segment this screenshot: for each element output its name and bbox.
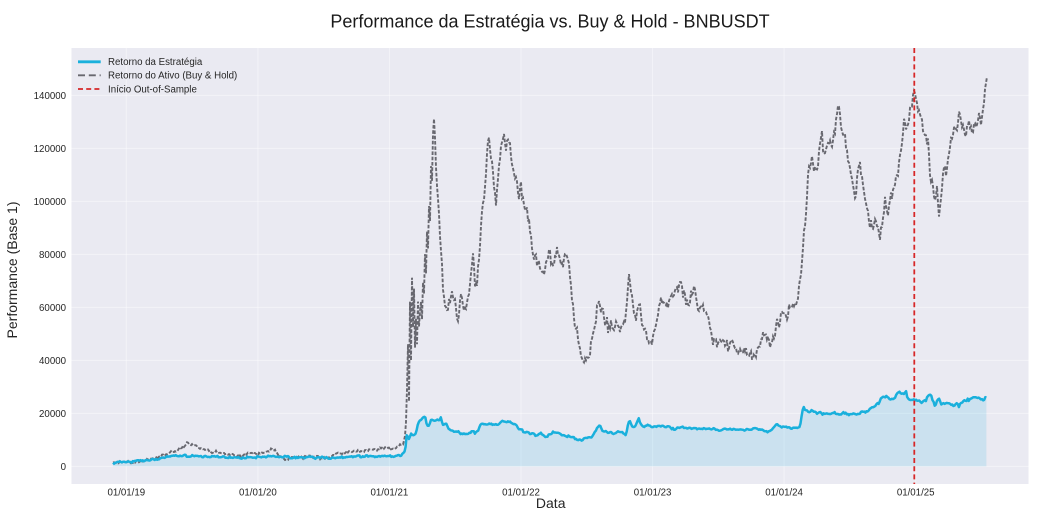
svg-text:120000: 120000 xyxy=(34,144,67,155)
svg-text:01/01/24: 01/01/24 xyxy=(765,488,803,499)
svg-text:Retorno do Ativo (Buy & Hold): Retorno do Ativo (Buy & Hold) xyxy=(108,71,237,82)
svg-text:Performance da Estratégia vs.: Performance da Estratégia vs. Buy & Hold… xyxy=(330,12,769,32)
svg-text:01/01/20: 01/01/20 xyxy=(239,488,277,499)
svg-text:80000: 80000 xyxy=(39,250,67,261)
svg-text:01/01/19: 01/01/19 xyxy=(107,488,145,499)
svg-text:01/01/25: 01/01/25 xyxy=(897,488,935,499)
svg-text:40000: 40000 xyxy=(39,356,67,367)
svg-text:Início Out-of-Sample: Início Out-of-Sample xyxy=(108,84,197,95)
svg-text:Retorno da Estratégia: Retorno da Estratégia xyxy=(108,57,203,68)
svg-text:100000: 100000 xyxy=(34,197,67,208)
svg-text:Data: Data xyxy=(536,495,566,511)
svg-text:01/01/23: 01/01/23 xyxy=(634,488,672,499)
svg-text:20000: 20000 xyxy=(39,409,67,420)
svg-text:Performance (Base 1): Performance (Base 1) xyxy=(4,202,20,339)
svg-text:01/01/21: 01/01/21 xyxy=(371,488,409,499)
svg-text:140000: 140000 xyxy=(34,91,67,102)
svg-text:60000: 60000 xyxy=(39,303,67,314)
svg-text:0: 0 xyxy=(61,462,67,473)
svg-text:01/01/22: 01/01/22 xyxy=(502,488,540,499)
